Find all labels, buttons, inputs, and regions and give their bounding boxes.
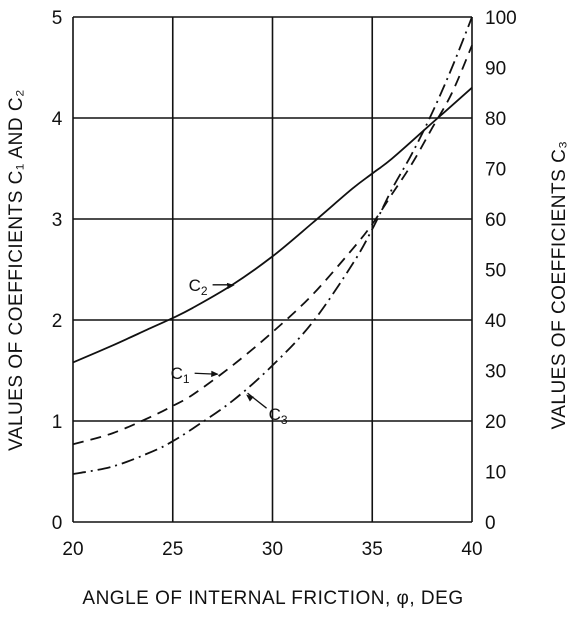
curve-label-subscript: 1: [183, 372, 190, 386]
y-axis-right-title: VALUES OF COEFFICIENTS C₃: [549, 140, 570, 429]
curve-label-letter: C: [189, 276, 201, 295]
y-tick-label-right: 40: [485, 311, 506, 332]
series-layer: [72, 16, 473, 475]
curve-label-subscript: 2: [201, 284, 208, 298]
y-tick-label-right: 60: [485, 210, 506, 231]
curve-label-subscript: 3: [281, 413, 288, 427]
curve-label-c3: C3: [269, 405, 288, 427]
y-tick-label-left: 3: [52, 210, 63, 231]
x-tick-label: 25: [162, 539, 183, 560]
x-tick-label: 30: [262, 539, 283, 560]
y-tick-label-left: 1: [52, 412, 63, 433]
y-tick-label-left: 0: [52, 513, 63, 534]
y-tick-label-right: 90: [485, 59, 506, 80]
series-line-c1: [72, 44, 473, 446]
y-tick-label-right: 0: [485, 513, 496, 534]
y-tick-label-right: 70: [485, 160, 506, 181]
y-tick-label-right: 100: [485, 8, 517, 29]
y-tick-label-right: 30: [485, 362, 506, 383]
curve-label-letter: C: [269, 405, 281, 424]
curve-label-c2: C2: [189, 276, 208, 298]
y-tick-label-right: 20: [485, 412, 506, 433]
x-tick-label: 35: [362, 539, 383, 560]
arrowhead-c3: [246, 394, 254, 402]
grid: [72, 16, 473, 523]
y-axis-left-title: VALUES OF COEFFICIENTS C₁ AND C₂: [6, 89, 27, 451]
y-tick-label-left: 5: [52, 8, 63, 29]
arrowhead-c2: [226, 282, 235, 290]
x-tick-label: 40: [461, 539, 482, 560]
y-tick-label-left: 2: [52, 311, 63, 332]
leader-line-c3: [247, 392, 267, 409]
x-tick-label: 20: [62, 539, 83, 560]
series-line-c2: [72, 87, 473, 364]
x-axis-title: ANGLE OF INTERNAL FRICTION, φ, DEG: [82, 588, 463, 609]
curve-label-c1: C1: [171, 364, 190, 386]
y-tick-label-right: 50: [485, 261, 506, 282]
arrowhead-c1: [211, 370, 219, 377]
y-tick-label-right: 10: [485, 463, 506, 484]
curve-label-letter: C: [171, 364, 183, 383]
y-tick-label-left: 4: [52, 109, 63, 130]
y-tick-label-right: 80: [485, 109, 506, 130]
